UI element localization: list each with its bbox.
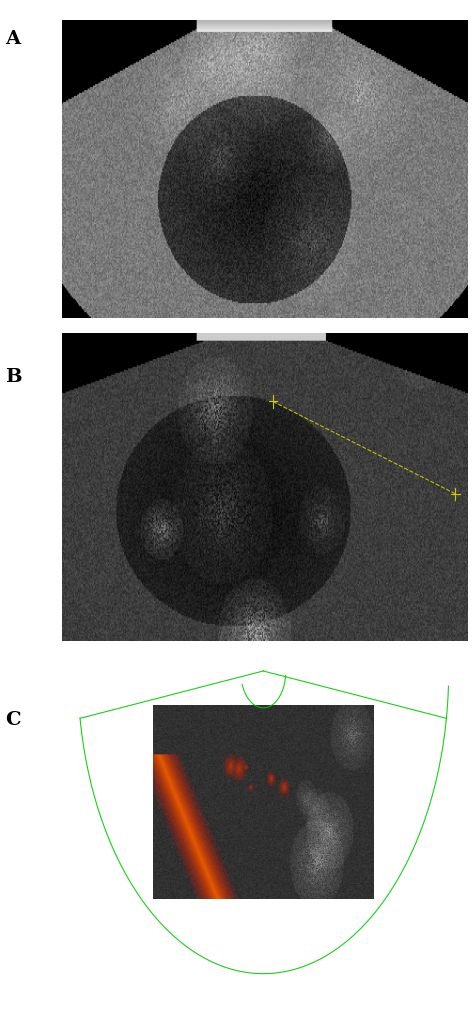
Text: C: C [5,711,20,730]
Text: B: B [5,368,21,386]
Text: A: A [5,30,20,48]
